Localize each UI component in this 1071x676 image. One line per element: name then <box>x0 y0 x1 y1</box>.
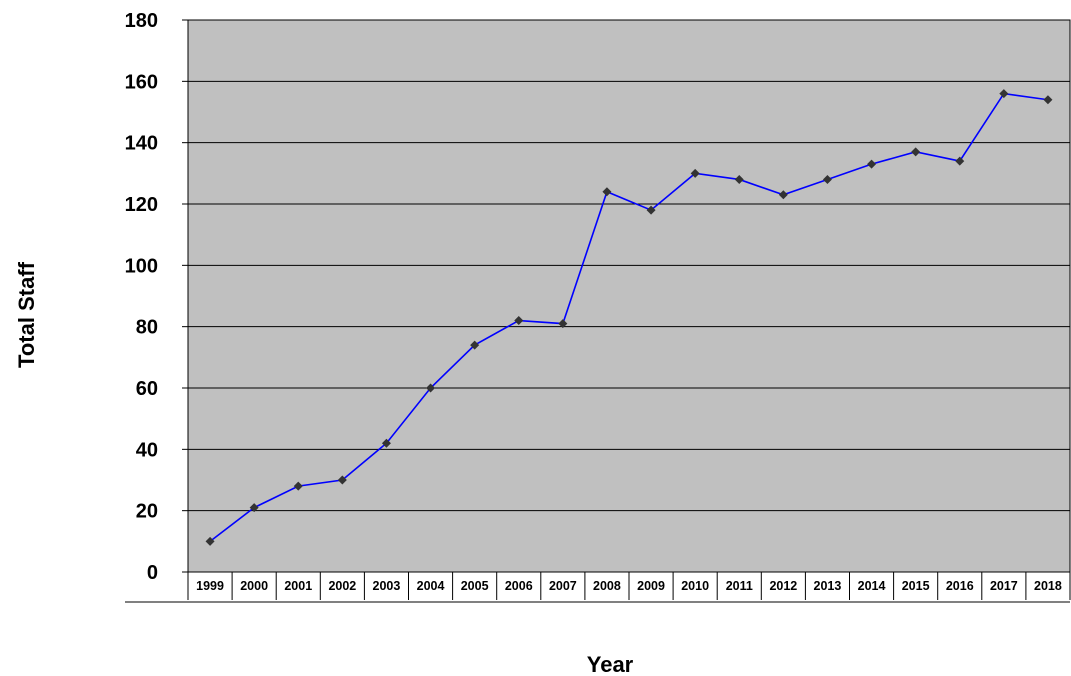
x-tick-label: 2010 <box>681 579 709 593</box>
x-tick-label: 2015 <box>902 579 930 593</box>
y-tick-label: 160 <box>125 71 158 93</box>
gridlines <box>188 19 1070 573</box>
data-point-marker <box>205 536 215 546</box>
data-point-marker <box>249 503 259 513</box>
y-axis-title: Total Staff <box>14 261 39 368</box>
y-tick-label: 120 <box>125 194 158 216</box>
data-point-marker <box>293 481 303 491</box>
data-point-marker <box>381 438 391 448</box>
y-tick-label: 140 <box>125 133 158 155</box>
data-point-marker <box>778 190 788 200</box>
y-tick-label: 100 <box>125 255 158 277</box>
data-point-marker <box>911 147 921 157</box>
x-tick-label: 2018 <box>1034 579 1062 593</box>
x-tick-label: 2006 <box>505 579 533 593</box>
data-point-marker <box>955 156 965 166</box>
series-line <box>209 92 1049 542</box>
y-tick-label: 80 <box>136 317 158 339</box>
data-point-marker <box>337 475 347 485</box>
x-tick-label: 2005 <box>461 579 489 593</box>
data-point-marker <box>602 187 612 197</box>
data-point-marker <box>734 174 744 184</box>
y-tick-label: 0 <box>147 562 158 584</box>
y-tick-label: 60 <box>136 378 158 400</box>
y-tick-label: 40 <box>136 439 158 461</box>
x-tick-label: 2014 <box>858 579 886 593</box>
x-tick-label: 2012 <box>769 579 797 593</box>
x-tick-label: 1999 <box>196 579 224 593</box>
series-markers <box>205 89 1053 546</box>
data-point-marker <box>470 340 480 350</box>
x-tick-label: 2009 <box>637 579 665 593</box>
x-tick-label: 2017 <box>990 579 1018 593</box>
y-tick-label: 20 <box>136 501 158 523</box>
y-axis-ticks: 0 20 40 60 80 100 120 140 160 180 <box>125 10 188 584</box>
x-tick-label: 2003 <box>373 579 401 593</box>
x-tick-label: 2016 <box>946 579 974 593</box>
x-tick-label: 2007 <box>549 579 577 593</box>
data-point-marker <box>690 168 700 178</box>
x-tick-label: 2011 <box>726 579 753 593</box>
x-tick-label: 2008 <box>593 579 621 593</box>
data-point-marker <box>426 383 436 393</box>
x-tick-label: 2000 <box>240 579 268 593</box>
data-point-marker <box>514 316 524 326</box>
y-tick-label: 180 <box>125 10 158 32</box>
data-point-marker <box>867 159 877 169</box>
x-tick-label: 2004 <box>417 579 445 593</box>
x-axis-title: Year <box>587 652 634 676</box>
data-point-marker <box>999 89 1009 99</box>
data-point-marker <box>822 174 832 184</box>
plot-area <box>187 19 1071 573</box>
data-point-marker <box>558 319 568 329</box>
data-point-marker <box>646 205 656 215</box>
data-point-marker <box>1043 95 1053 105</box>
x-tick-label: 2013 <box>814 579 842 593</box>
x-tick-label: 2002 <box>328 579 356 593</box>
x-tick-label: 2001 <box>284 579 312 593</box>
x-axis-categories: 1999 2000 2001 2002 2003 2004 2005 2006 2007 2008… <box>125 572 1071 603</box>
